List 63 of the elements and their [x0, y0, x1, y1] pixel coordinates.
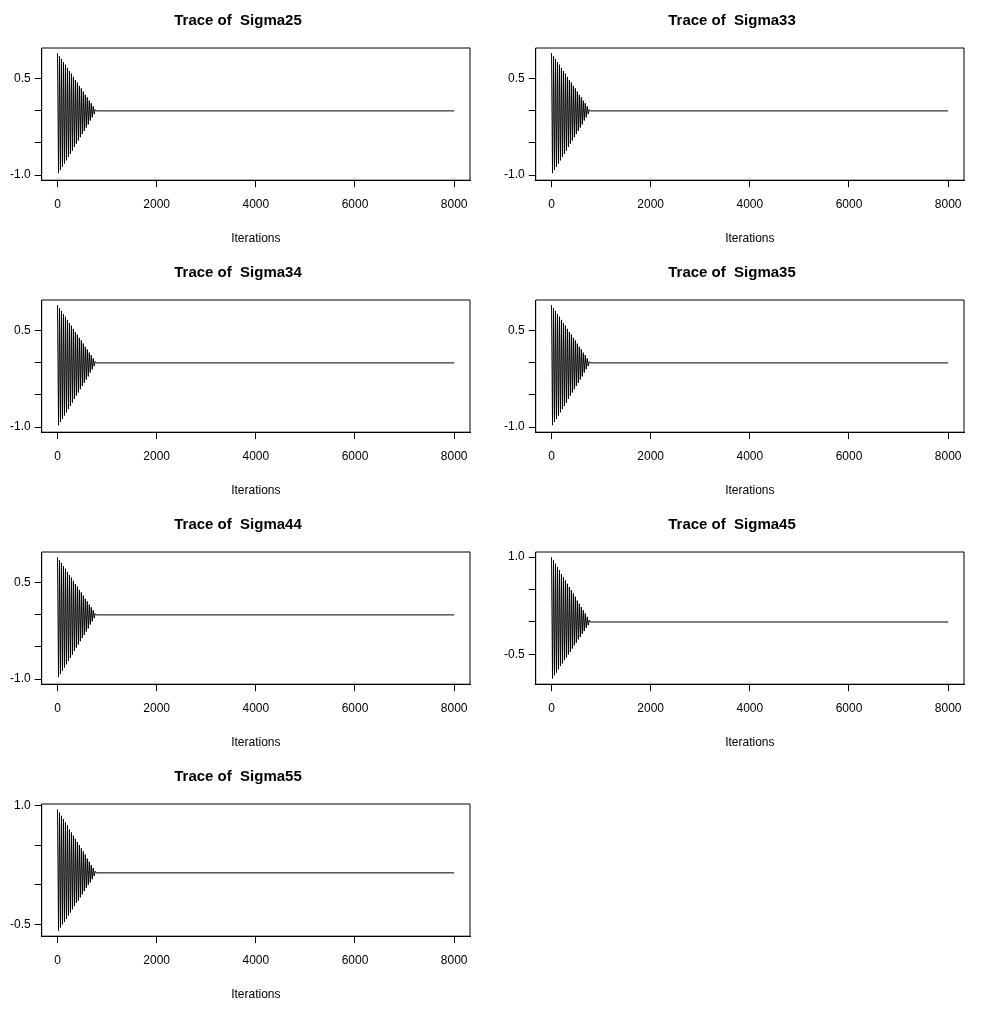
- y-tick-label: -1.0: [9, 419, 31, 434]
- chart-title: Trace of Sigma44: [174, 515, 303, 533]
- y-tick-label: -0.5: [503, 646, 525, 661]
- x-tick-label: 6000: [341, 448, 369, 463]
- x-axis-title: Iterations: [231, 987, 281, 1002]
- y-tick-label: -1.0: [503, 167, 525, 182]
- chart-title: Trace of Sigma34: [174, 263, 303, 281]
- y-tick-label: 0.5: [13, 575, 31, 590]
- x-tick-label: 8000: [934, 448, 962, 463]
- x-tick-label: 4000: [736, 448, 764, 463]
- x-axis-title: Iterations: [231, 231, 281, 246]
- x-tick-label: 0: [54, 700, 62, 715]
- x-tick-label: 2000: [637, 448, 665, 463]
- x-tick-label: 8000: [934, 700, 962, 715]
- x-tick-label: 2000: [143, 952, 171, 967]
- x-axis-title: Iterations: [725, 483, 775, 498]
- x-tick-label: 8000: [440, 448, 468, 463]
- x-tick-label: 4000: [736, 700, 764, 715]
- x-tick-label: 2000: [143, 196, 171, 211]
- x-tick-label: 0: [54, 196, 62, 211]
- y-tick-label: -1.0: [9, 671, 31, 686]
- chart-title: Trace of Sigma25: [174, 11, 302, 29]
- x-tick-label: 4000: [736, 196, 764, 211]
- x-tick-label: 8000: [934, 196, 962, 211]
- x-tick-label: 6000: [341, 952, 369, 967]
- chart-title: Trace of Sigma45: [668, 515, 796, 533]
- x-tick-label: 2000: [637, 196, 665, 211]
- x-tick-label: 2000: [143, 448, 171, 463]
- x-tick-label: 8000: [440, 700, 468, 715]
- y-tick-label: 0.5: [13, 71, 31, 86]
- x-tick-label: 0: [548, 196, 556, 211]
- y-tick-label: 0.5: [13, 323, 31, 338]
- x-tick-label: 6000: [835, 700, 863, 715]
- x-axis-title: Iterations: [231, 735, 281, 750]
- y-tick-label: 0.5: [507, 323, 525, 338]
- chart-title: Trace of Sigma35: [668, 263, 796, 281]
- y-tick-label: 0.5: [507, 71, 525, 86]
- x-tick-label: 0: [548, 700, 556, 715]
- x-axis-title: Iterations: [725, 735, 775, 750]
- x-tick-label: 2000: [637, 700, 665, 715]
- x-tick-label: 2000: [143, 700, 171, 715]
- x-tick-label: 6000: [835, 196, 863, 211]
- x-tick-label: 0: [54, 952, 62, 967]
- x-tick-label: 8000: [440, 952, 468, 967]
- x-axis-title: Iterations: [231, 483, 281, 498]
- x-tick-label: 0: [54, 448, 62, 463]
- x-tick-label: 6000: [835, 448, 863, 463]
- x-axis-title: Iterations: [725, 231, 775, 246]
- x-tick-label: 8000: [440, 196, 468, 211]
- x-tick-label: 0: [548, 448, 556, 463]
- x-tick-label: 4000: [242, 196, 270, 211]
- y-tick-label: -1.0: [9, 167, 31, 182]
- y-tick-label: 1.0: [507, 549, 525, 564]
- x-tick-label: 4000: [242, 448, 270, 463]
- x-tick-label: 4000: [242, 700, 270, 715]
- x-tick-label: 4000: [242, 952, 270, 967]
- x-tick-label: 6000: [341, 700, 369, 715]
- y-tick-label: 1.0: [13, 797, 31, 812]
- y-tick-label: -1.0: [503, 419, 525, 434]
- chart-title: Trace of Sigma33: [668, 11, 796, 29]
- chart-title: Trace of Sigma55: [174, 767, 302, 785]
- x-tick-label: 6000: [341, 196, 369, 211]
- y-tick-label: -0.5: [9, 916, 31, 931]
